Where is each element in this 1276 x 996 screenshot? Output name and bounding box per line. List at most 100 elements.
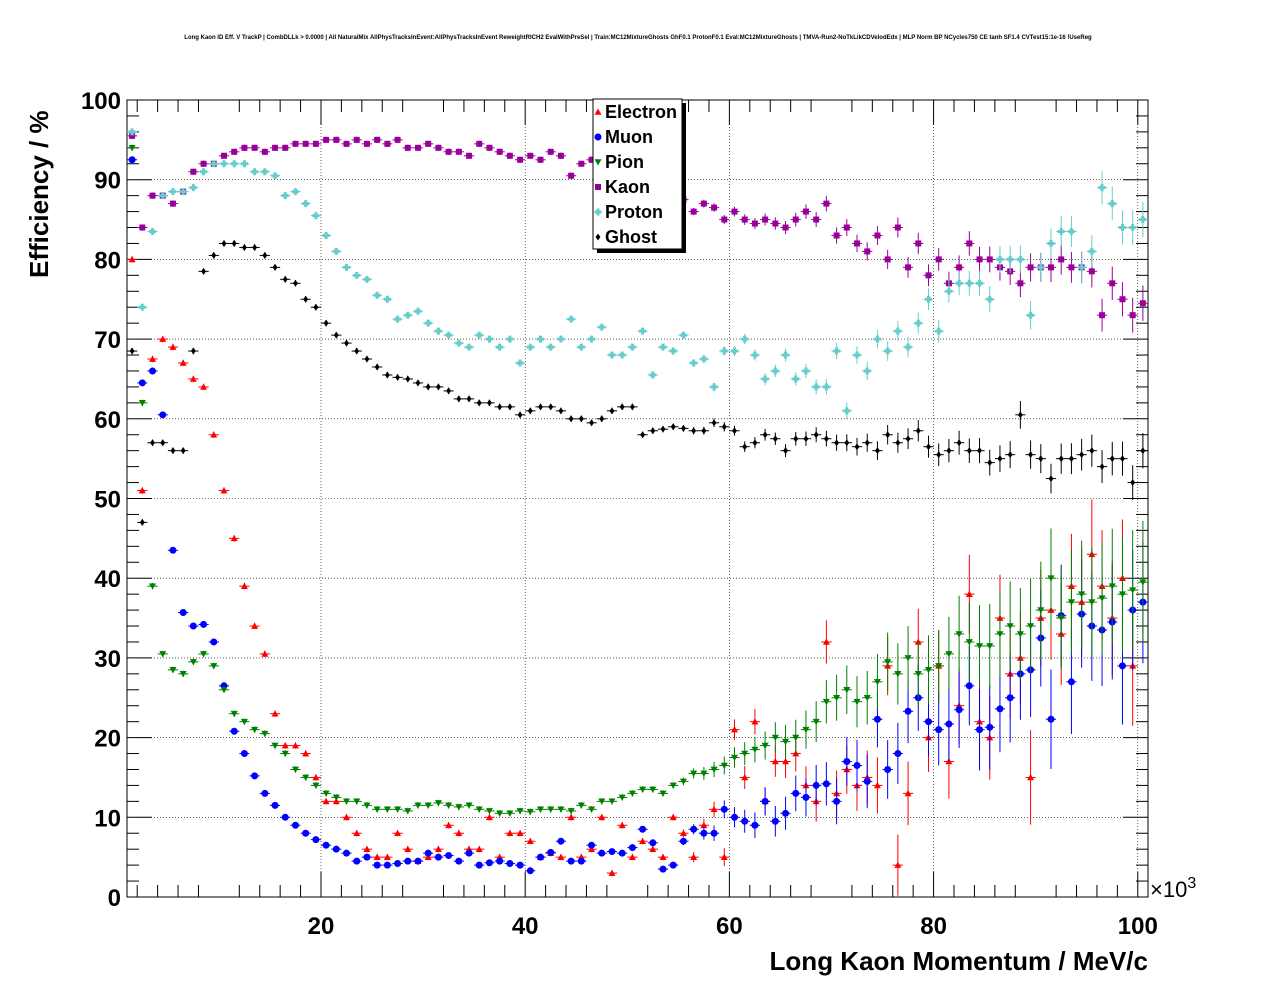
data-point	[986, 295, 994, 303]
data-point	[843, 686, 851, 694]
data-point	[905, 264, 912, 271]
data-point	[945, 758, 953, 765]
data-point	[383, 806, 391, 813]
data-point	[344, 339, 349, 347]
data-point	[669, 782, 677, 789]
data-point	[485, 335, 493, 343]
data-point	[271, 710, 279, 717]
data-point	[1028, 451, 1034, 459]
data-point	[395, 373, 401, 381]
data-point	[568, 172, 575, 179]
data-point	[497, 403, 503, 411]
data-point	[404, 845, 412, 852]
data-point	[557, 335, 565, 343]
data-point	[343, 263, 351, 271]
data-point	[200, 383, 208, 390]
data-point	[394, 806, 402, 813]
y-tick-label: 70	[94, 327, 121, 354]
data-point	[874, 447, 880, 455]
data-point	[639, 837, 647, 845]
data-point	[1129, 224, 1137, 232]
data-point	[466, 395, 472, 403]
data-point	[312, 836, 320, 844]
data-point	[548, 403, 554, 411]
data-point	[149, 583, 157, 590]
data-point	[782, 738, 790, 746]
legend-marker-icon	[595, 233, 601, 241]
x-axis-label: Long Kaon Momentum / MeV/c	[770, 946, 1148, 976]
data-point	[333, 331, 339, 339]
data-point	[598, 813, 606, 821]
data-point	[129, 132, 136, 139]
data-point	[220, 686, 228, 694]
data-point	[843, 407, 851, 415]
data-point	[822, 383, 830, 391]
data-point	[179, 671, 187, 678]
chart-title: Long Kaon ID Eff. V TrackP | CombDLLk > …	[184, 35, 1092, 41]
data-point	[557, 806, 565, 813]
data-point	[742, 443, 748, 451]
data-point	[895, 439, 901, 447]
data-point	[1067, 599, 1075, 606]
data-point	[1139, 579, 1147, 586]
data-point	[383, 853, 391, 860]
data-point	[628, 844, 636, 852]
data-point	[333, 136, 340, 143]
data-point	[537, 853, 545, 861]
data-point	[1006, 255, 1014, 263]
data-point	[679, 829, 687, 837]
data-point	[434, 327, 442, 335]
data-point	[281, 742, 289, 749]
data-point	[741, 216, 748, 223]
data-point	[373, 291, 381, 299]
data-point	[853, 351, 861, 359]
data-point	[138, 487, 146, 494]
data-point	[445, 852, 453, 860]
data-point	[201, 267, 207, 275]
data-point	[150, 439, 155, 447]
data-point	[608, 869, 616, 876]
data-point	[598, 798, 606, 805]
data-point	[332, 247, 340, 255]
data-point	[231, 239, 237, 247]
x-tick-label: 20	[308, 913, 335, 940]
x-tick-label: 60	[716, 913, 743, 940]
legend-marker-icon	[595, 184, 601, 190]
data-point	[660, 425, 666, 433]
data-point	[873, 679, 881, 686]
data-point	[241, 144, 248, 151]
data-point	[802, 208, 809, 215]
data-point	[506, 810, 514, 817]
data-point	[291, 188, 299, 196]
data-point	[1078, 591, 1086, 598]
data-point	[251, 726, 259, 734]
data-point	[404, 144, 411, 151]
data-point	[823, 435, 829, 443]
data-point	[1130, 479, 1136, 487]
data-point	[670, 423, 676, 431]
data-point	[669, 347, 677, 355]
data-point	[618, 849, 626, 857]
data-point	[1037, 263, 1045, 271]
data-point	[291, 766, 299, 773]
data-point	[679, 331, 687, 339]
data-point	[374, 136, 381, 143]
data-point	[435, 144, 442, 151]
data-point	[649, 845, 657, 852]
data-point	[802, 726, 810, 734]
data-point	[1139, 300, 1146, 307]
series-muon	[127, 156, 1148, 875]
data-point	[924, 667, 932, 674]
data-point	[599, 415, 605, 423]
data-point	[1098, 595, 1106, 602]
data-point	[904, 789, 912, 797]
data-point	[517, 411, 523, 419]
data-point	[577, 343, 585, 351]
data-point	[1006, 623, 1014, 630]
data-point	[914, 319, 922, 327]
data-point	[456, 395, 462, 403]
data-point	[506, 860, 514, 868]
data-point	[1139, 216, 1147, 224]
data-point	[343, 798, 351, 805]
